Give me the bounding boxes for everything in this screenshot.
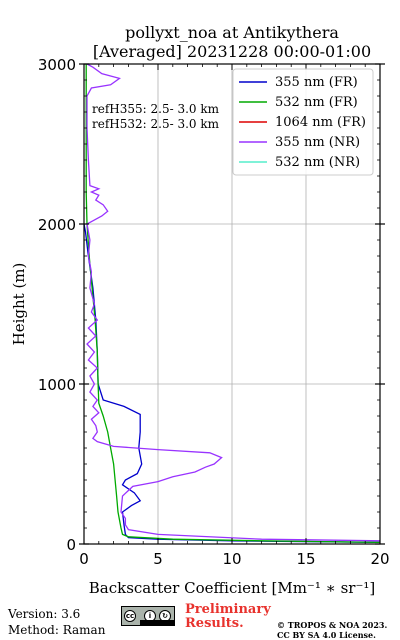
ref-height-355: refH355: 2.5- 3.0 km: [92, 102, 220, 116]
chart-title-line-2: [Averaged] 20231228 00:00-01:00: [93, 42, 371, 61]
x-tick-label: 15: [296, 550, 315, 568]
y-tick-label: 3000: [38, 56, 76, 74]
y-tick-label: 2000: [38, 216, 76, 234]
series-line-3: [86, 63, 381, 542]
method-text: Method: Raman: [8, 623, 106, 637]
y-tick-label: 0: [66, 536, 76, 554]
legend-box: [232, 68, 374, 176]
chart-title-line-1: pollyxt_noa at Antikythera: [125, 23, 339, 42]
cc-license-icon: cc i ↻: [121, 606, 175, 626]
x-tick-label: 20: [370, 550, 389, 568]
series-lines: [83, 63, 381, 544]
y-axis-label: Height (m): [10, 263, 28, 346]
version-text: Version: 3.6: [8, 607, 81, 621]
cc-icon: cc: [124, 610, 136, 622]
copyright-note: © TROPOS & NOA 2023. CC BY SA 4.0 Licens…: [277, 620, 387, 640]
series-line-1: [85, 64, 381, 544]
y-tick-label: 1000: [38, 376, 76, 394]
legend-label-1: 532 nm (FR): [275, 95, 358, 110]
x-axis-label: Backscatter Coefficient [Mm⁻¹ ∗ sr⁻¹]: [89, 579, 376, 597]
legend-label-4: 532 nm (NR): [275, 155, 360, 170]
legend-label-2: 1064 nm (FR): [275, 115, 366, 130]
license-line: CC BY SA 4.0 License.: [277, 630, 376, 640]
legend-label-3: 355 nm (NR): [275, 135, 360, 150]
copyright-line-1: © TROPOS & NOA 2023.: [277, 620, 388, 630]
preliminary-results-note: Preliminary Results.: [185, 603, 271, 631]
x-tick-label: 5: [153, 550, 163, 568]
preliminary-line-2: Results.: [185, 616, 244, 631]
x-tick-label: 0: [79, 550, 89, 568]
ref-height-532: refH532: 2.5- 3.0 km: [92, 117, 220, 131]
legend: 355 nm (FR) 532 nm (FR) 1064 nm (FR) 355 nm…: [232, 68, 374, 176]
legend-label-0: 355 nm (FR): [275, 75, 358, 90]
x-tick-label: 10: [222, 550, 241, 568]
cc-badge-strip: [140, 620, 174, 625]
preliminary-line-1: Preliminary: [185, 602, 271, 617]
footer-info: Version: 3.6 Method: Raman: [8, 606, 105, 638]
ticks: 0 5 10 15 20 0 1000 2000 3000: [38, 56, 390, 568]
